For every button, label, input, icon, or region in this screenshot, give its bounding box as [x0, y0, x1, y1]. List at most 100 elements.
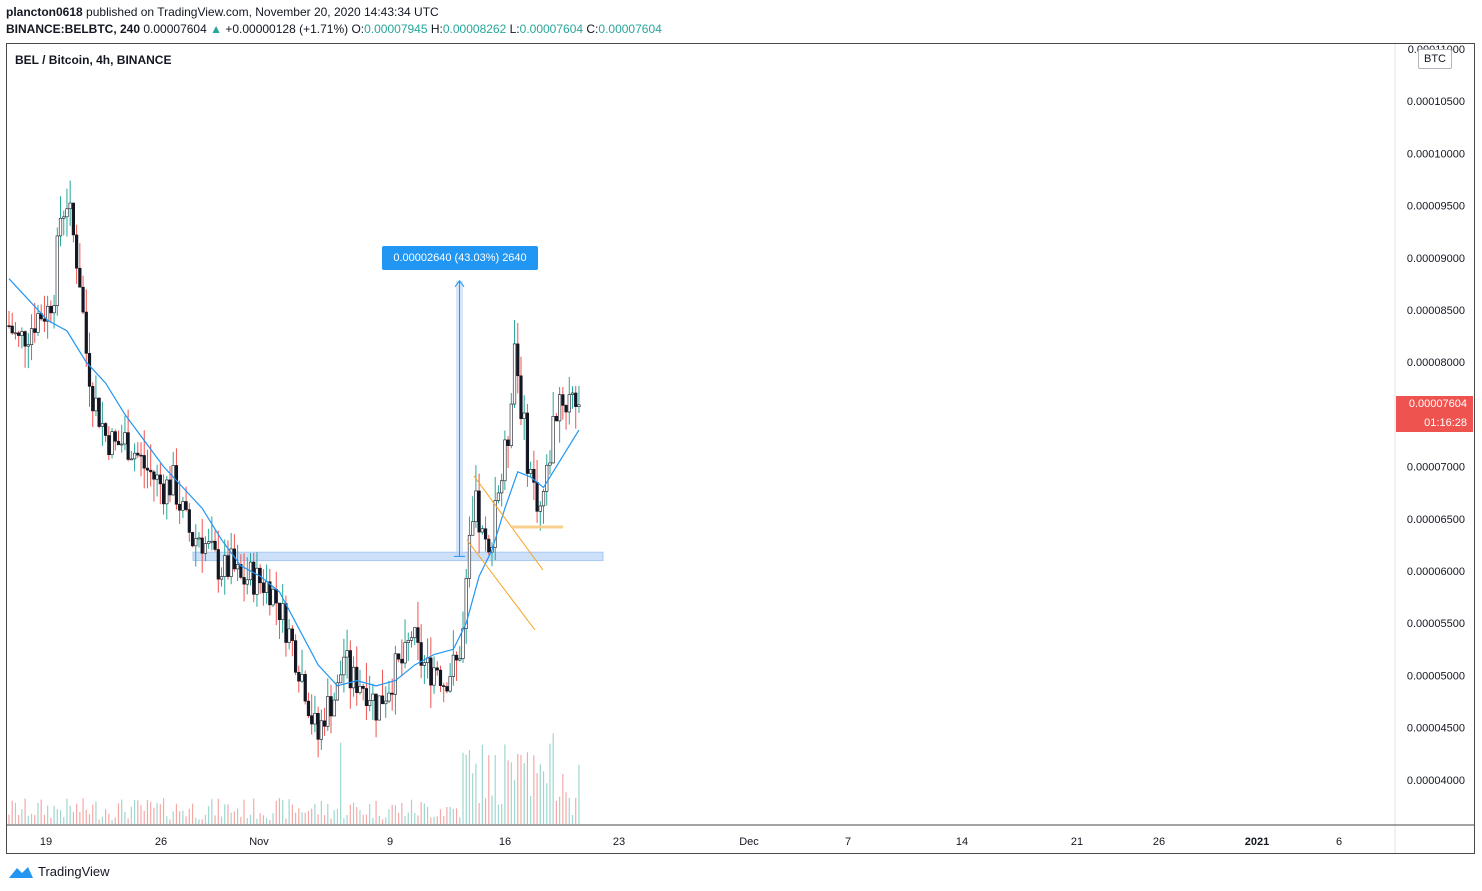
candle-body: [496, 492, 501, 501]
candle-body: [126, 432, 130, 460]
candle-body: [451, 654, 455, 677]
x-tick-label: 9: [387, 836, 393, 848]
candle-body: [184, 501, 188, 510]
tradingview-footer[interactable]: TradingView: [8, 864, 110, 879]
candle-body: [78, 267, 82, 288]
candle-body: [33, 328, 37, 333]
candle-body: [545, 464, 549, 492]
candle-body: [374, 693, 378, 721]
candle-body: [554, 415, 558, 422]
support-zone-layer: [192, 551, 604, 562]
x-tick-label: 21: [1071, 836, 1083, 848]
candle-body: [200, 537, 204, 554]
candle-body: [17, 332, 21, 336]
candle-body: [268, 581, 272, 606]
close-value: 0.00007604: [598, 22, 662, 36]
candle-body: [187, 509, 191, 533]
candle-body: [197, 537, 201, 540]
candle-body: [281, 603, 285, 621]
candle-body: [284, 603, 288, 643]
chart-frame[interactable]: [6, 43, 1475, 854]
candle-body: [322, 720, 327, 727]
candle-body: [406, 640, 410, 643]
candle-body: [541, 491, 546, 507]
candle-body: [500, 480, 504, 494]
candle-body: [477, 490, 481, 533]
candle-body: [26, 344, 30, 347]
y-tick-label: 0.00005000: [1407, 670, 1465, 682]
candle-body: [574, 392, 578, 407]
candle-body: [52, 305, 56, 314]
candle-body: [139, 454, 143, 457]
candle-body: [438, 669, 443, 686]
currency-button[interactable]: BTC: [1418, 49, 1452, 69]
candle-body: [229, 548, 233, 577]
candle-body: [342, 656, 346, 676]
candle-body: [132, 452, 137, 460]
candle-body: [142, 455, 146, 469]
footer-brand: TradingView: [38, 864, 110, 879]
candle-body: [348, 650, 352, 689]
candle-body: [570, 392, 575, 395]
candle-body: [380, 695, 385, 705]
symbol-label: BINANCE:BELBTC, 240: [6, 22, 141, 36]
price-change: +0.00000128 (+1.71%): [225, 22, 349, 36]
candle-body: [316, 713, 320, 740]
moving-average-layer: [8, 278, 580, 687]
candle-body: [345, 650, 349, 658]
close-label: C:: [586, 22, 599, 36]
trend-line-lower[interactable]: [466, 539, 536, 631]
candle-body: [252, 561, 256, 595]
candle-body: [91, 386, 95, 412]
x-tick-label: 19: [40, 836, 52, 848]
candle-body: [264, 581, 269, 593]
candle-body: [503, 439, 507, 482]
candle-body: [36, 313, 40, 333]
tradingview-logo-icon: [9, 866, 33, 878]
candle-body: [174, 465, 179, 505]
candle-body: [480, 528, 484, 533]
x-tick-label: 14: [956, 836, 968, 848]
candle-body: [81, 286, 85, 313]
candle-body: [364, 688, 369, 707]
candle-body: [181, 501, 185, 511]
candle-body: [297, 671, 301, 682]
volume-bars: [8, 733, 580, 824]
candle-body: [384, 700, 388, 705]
chart-legend-title: BEL / Bitcoin, 4h, BINANCE: [15, 53, 172, 67]
candle-body: [71, 202, 75, 236]
candle-body: [493, 500, 497, 548]
candle-body: [429, 657, 433, 686]
candle-body: [46, 305, 50, 322]
candle-body: [464, 577, 468, 629]
candle-body: [516, 343, 520, 377]
candle-body: [532, 468, 536, 483]
x-tick-label: 26: [155, 836, 167, 848]
candle-body: [194, 538, 198, 547]
candle-body: [335, 682, 340, 701]
support-zone[interactable]: [192, 551, 604, 562]
candle-body: [403, 642, 407, 664]
publisher-name[interactable]: plancton0618: [6, 5, 83, 19]
low-value: 0.00007604: [519, 22, 584, 36]
candle-body: [300, 674, 304, 682]
candle-body: [274, 588, 278, 604]
candle-body: [68, 202, 72, 210]
candle-body: [339, 674, 343, 684]
candle-body: [152, 471, 156, 480]
candle-body: [509, 403, 513, 446]
y-tick-label: 0.00010000: [1407, 148, 1465, 160]
candle-body: [110, 431, 114, 455]
candle-body: [310, 715, 314, 725]
candle-body: [242, 577, 246, 585]
candle-body: [155, 474, 159, 480]
candle-body: [55, 235, 59, 306]
candle-body: [84, 311, 88, 354]
candle-body: [358, 685, 362, 693]
trend-line-upper[interactable]: [473, 475, 544, 571]
candle-body: [313, 713, 317, 725]
candle-body: [123, 432, 127, 445]
candle-body: [558, 394, 562, 422]
candle-body: [422, 662, 426, 666]
